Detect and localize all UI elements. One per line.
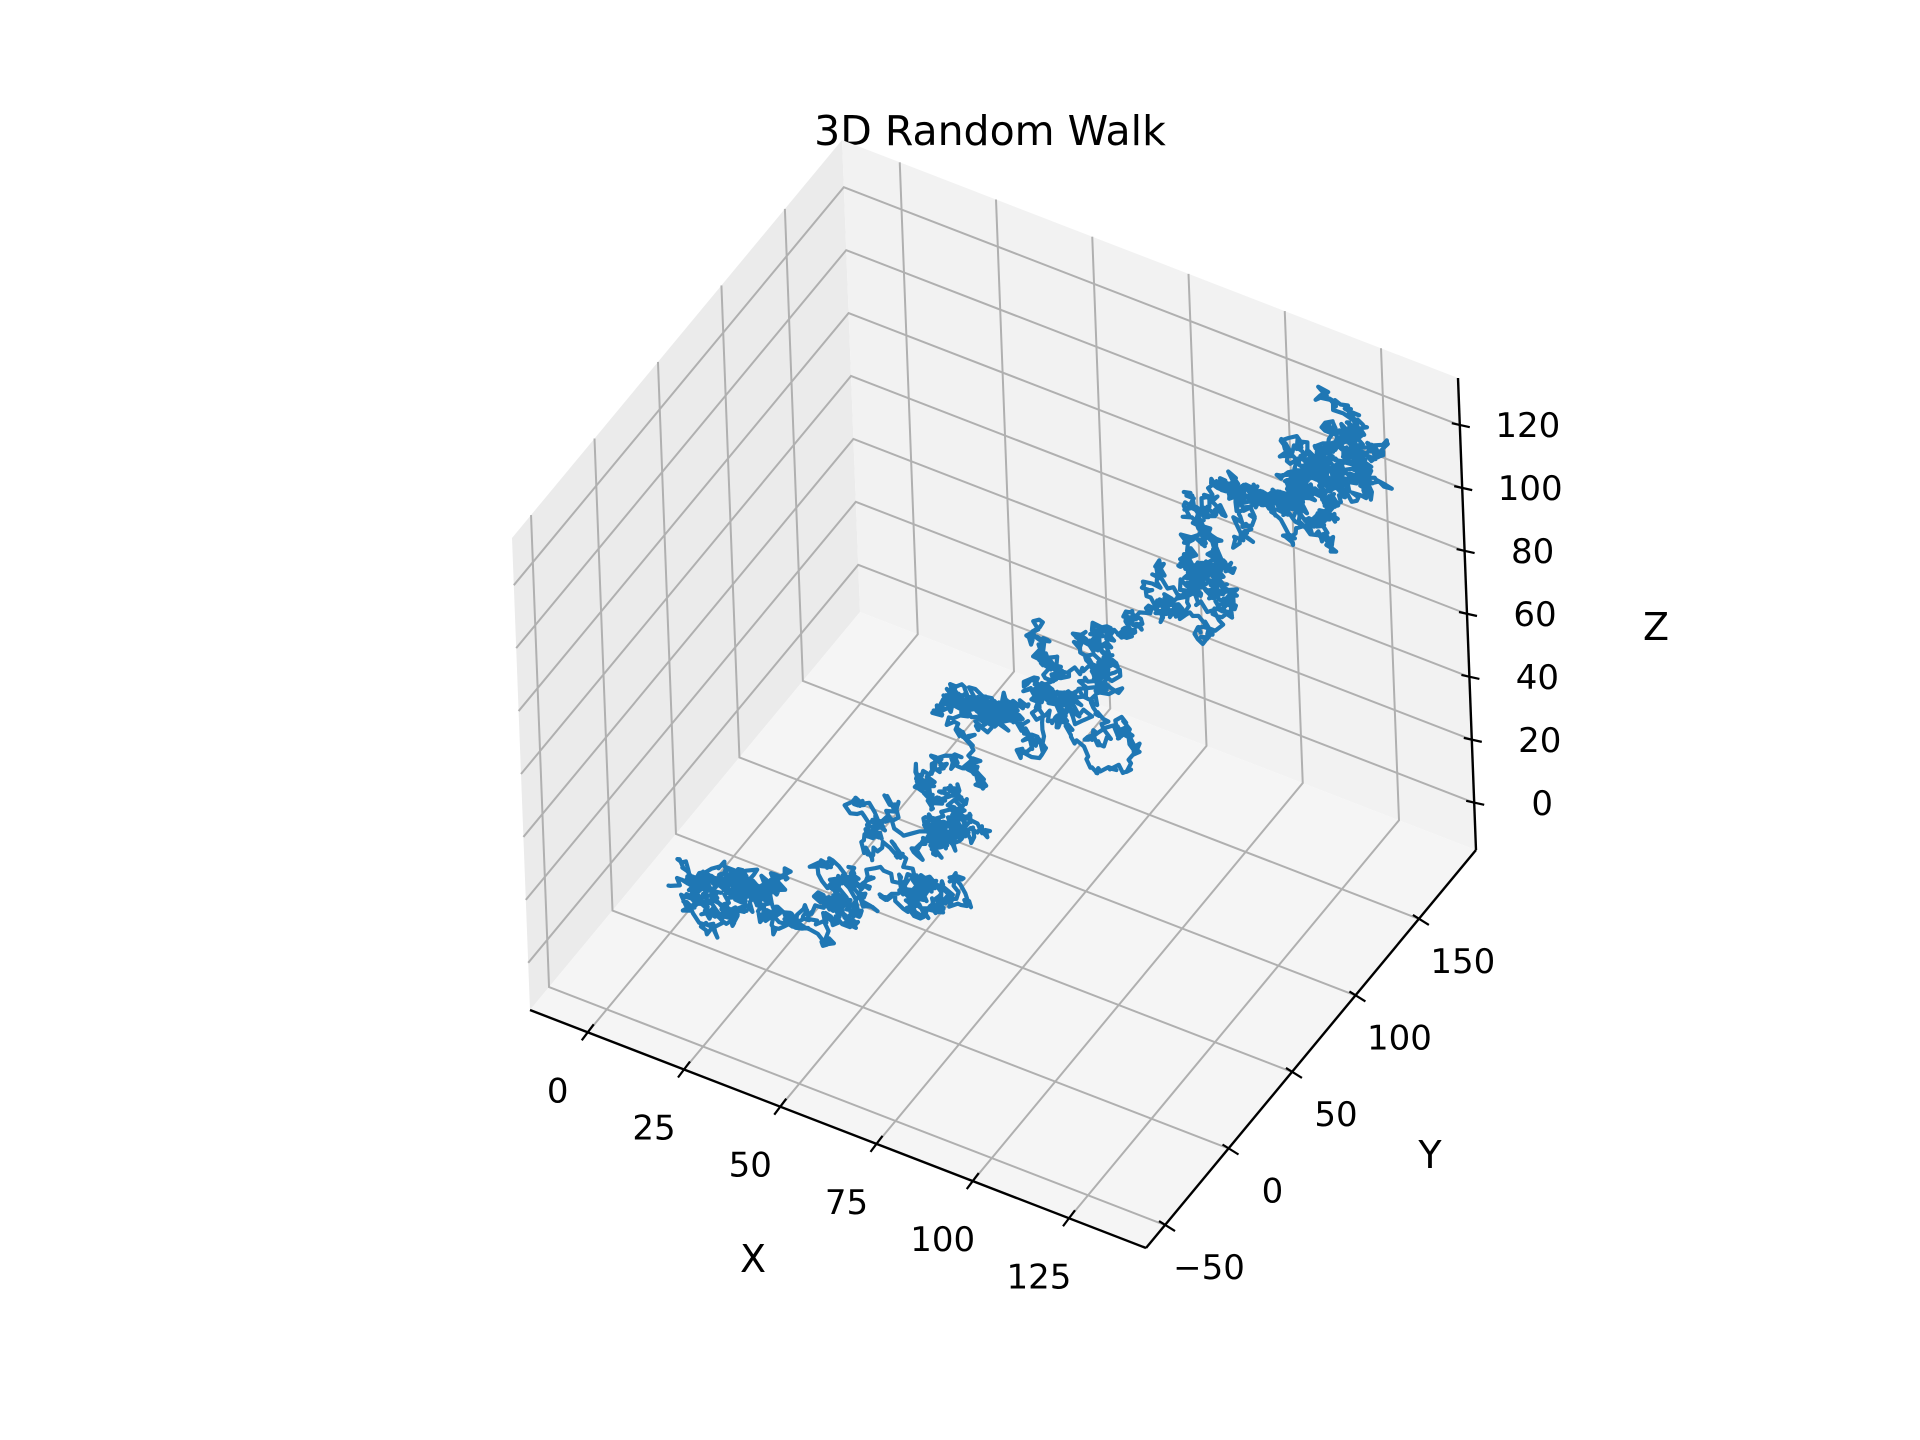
gridline-x — [971, 311, 1304, 1182]
gridline-y — [593, 438, 1229, 1150]
x-tick — [580, 1023, 595, 1041]
x-tick — [869, 1135, 884, 1153]
z-tick-label: 40 — [1516, 658, 1559, 698]
z-tick — [1461, 673, 1480, 681]
y-tick — [1285, 1067, 1303, 1079]
gridline-y — [720, 285, 1356, 997]
gridline-x — [779, 236, 1112, 1108]
z-tick-label: 0 — [1531, 784, 1553, 824]
walk-line — [666, 384, 1394, 948]
z-tick — [1465, 799, 1485, 806]
x-tick — [773, 1098, 788, 1116]
x-axis-line — [529, 1008, 1147, 1250]
z-tick-label: 60 — [1513, 595, 1556, 635]
y-tick — [1348, 990, 1367, 1003]
gridline-y — [783, 208, 1420, 920]
gridline-z — [515, 248, 1463, 649]
y-axis-label: Y — [1417, 1133, 1442, 1177]
x-axis-label: X — [740, 1237, 766, 1281]
gridline-z — [527, 563, 1475, 964]
z-axis-label: Z — [1643, 605, 1669, 649]
gridline-x — [875, 273, 1208, 1145]
x-tick-label: 75 — [825, 1183, 868, 1223]
x-tick-label: 100 — [910, 1220, 975, 1260]
pane-floor — [530, 612, 1476, 1248]
x-tick-label: 0 — [547, 1071, 569, 1111]
z-tick — [1451, 422, 1471, 429]
z-tick — [1463, 736, 1483, 743]
y-tick — [1412, 913, 1430, 926]
gridline-x — [683, 199, 1016, 1071]
gridlines — [513, 162, 1475, 1226]
gridline-z — [513, 186, 1461, 586]
gridline-y — [530, 515, 1166, 1226]
random-walk-series — [666, 384, 1394, 948]
gridline-y — [656, 361, 1293, 1073]
y-tick-label: 50 — [1314, 1095, 1357, 1135]
y-tick — [1221, 1143, 1240, 1156]
x-tick — [677, 1060, 691, 1079]
gridline-z — [525, 500, 1473, 901]
y-tick-label: 0 — [1262, 1172, 1284, 1212]
gridline-z — [517, 311, 1465, 712]
z-tick — [1458, 610, 1478, 618]
chart-title: 3D Random Walk — [814, 107, 1166, 155]
gridline-z — [522, 437, 1470, 838]
z-tick-label: 80 — [1511, 532, 1554, 572]
z-tick — [1453, 485, 1473, 492]
y-tick — [1158, 1220, 1176, 1232]
z-tick-label: 20 — [1518, 721, 1561, 761]
x-tick — [965, 1172, 980, 1190]
x-tick — [1062, 1209, 1076, 1227]
gridline-z — [520, 374, 1468, 775]
gridline-x — [1068, 348, 1401, 1219]
z-tick — [1456, 547, 1475, 555]
x-tick-label: 125 — [1007, 1257, 1072, 1297]
z-tick-label: 120 — [1495, 406, 1560, 446]
x-tick-label: 50 — [729, 1146, 772, 1186]
y-tick-label: 100 — [1367, 1018, 1432, 1058]
x-tick-label: 25 — [632, 1109, 675, 1149]
y-tick-label: −50 — [1173, 1248, 1245, 1288]
z-tick-label: 100 — [1498, 469, 1563, 509]
y-tick-label: 150 — [1430, 942, 1495, 982]
y-axis-line — [1145, 849, 1477, 1249]
